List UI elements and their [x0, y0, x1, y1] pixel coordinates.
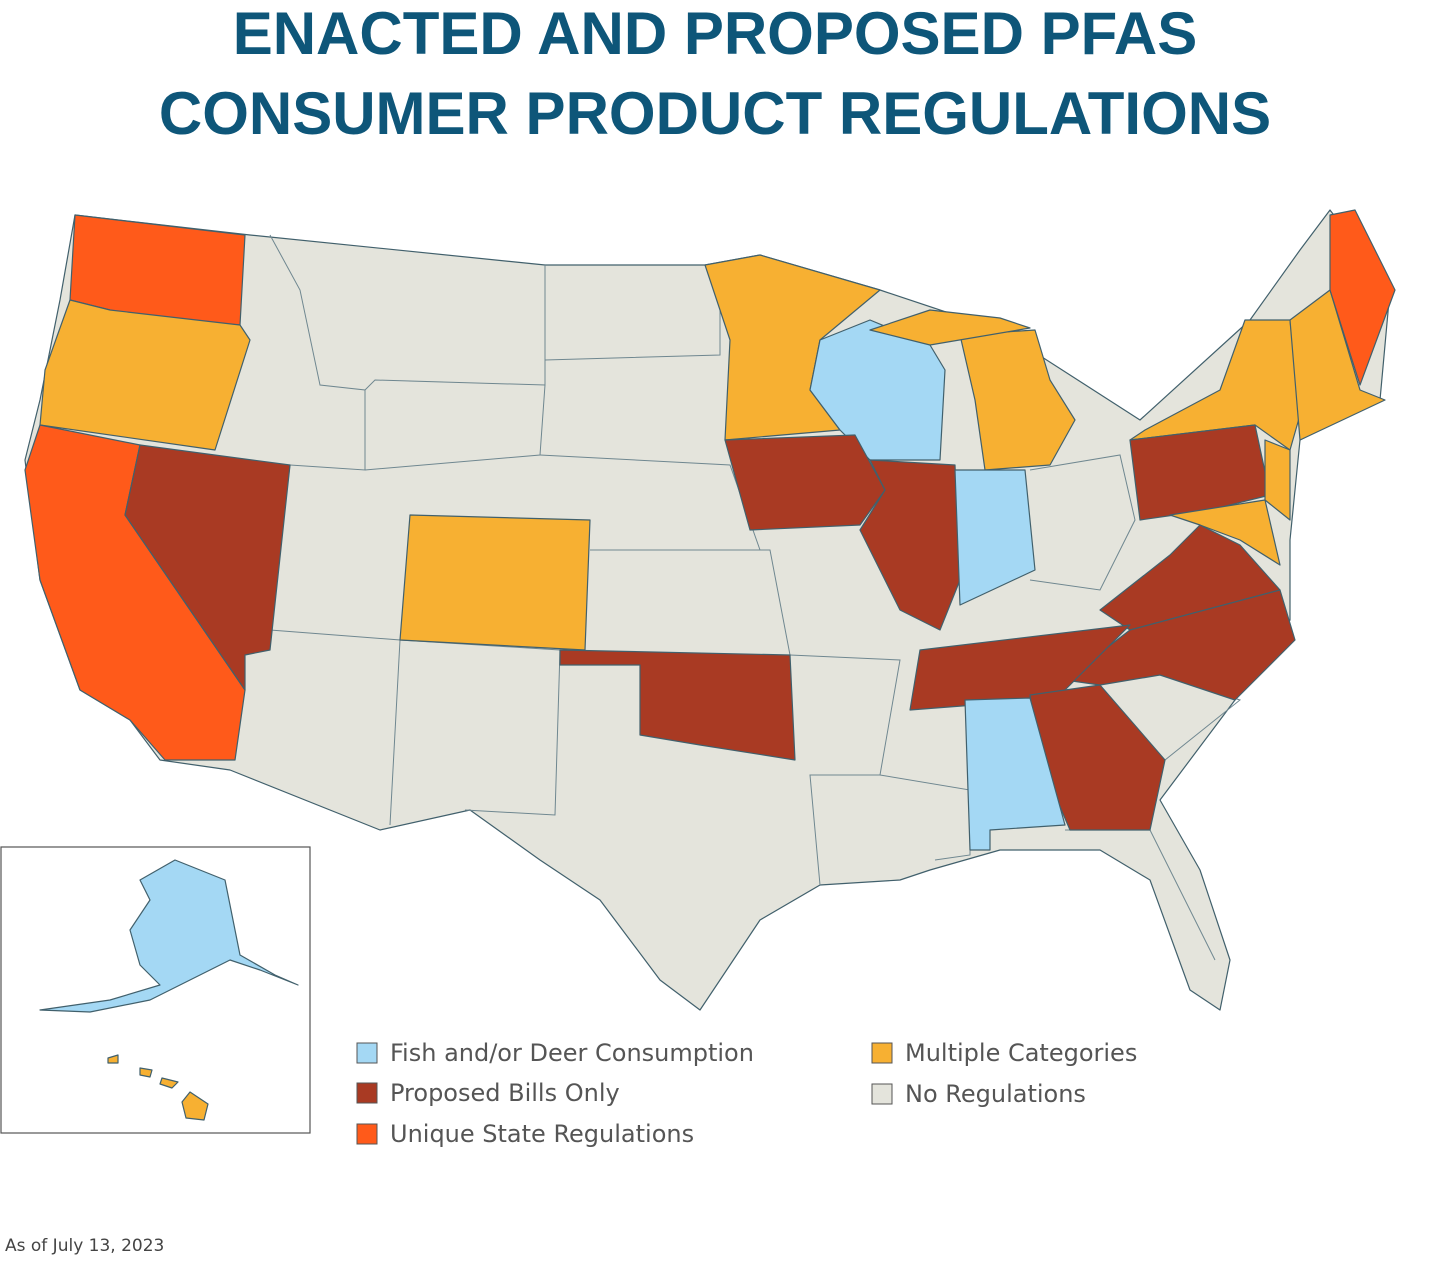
hawaii: [107, 1054, 209, 1121]
state: [964, 697, 1066, 851]
state: [724, 434, 886, 531]
state: [1329, 209, 1396, 386]
state: [559, 649, 796, 761]
legend: Fish and/or Deer Consumption Proposed Bil…: [356, 1039, 1137, 1148]
state: [1169, 499, 1281, 566]
state: [1264, 439, 1291, 521]
state: [39, 859, 299, 1013]
legend-swatch: [871, 1083, 893, 1105]
footnote: As of July 13, 2023: [5, 1236, 164, 1256]
state: [159, 1077, 179, 1089]
title-line: ENACTED AND PROPOSED PFAS: [233, 0, 1198, 67]
state: [954, 469, 1036, 606]
legend-label: Unique State Regulations: [390, 1120, 694, 1148]
state: [107, 1054, 119, 1064]
legend-swatch: [356, 1042, 378, 1064]
state: [1064, 589, 1296, 701]
state: [39, 299, 251, 451]
state: [399, 514, 591, 651]
legend-swatch: [356, 1082, 378, 1104]
state: [869, 309, 1031, 346]
legend-label: Multiple Categories: [905, 1039, 1137, 1067]
state: [959, 329, 1076, 471]
state: [1289, 289, 1386, 441]
legend-label: No Regulations: [905, 1080, 1086, 1108]
state: [181, 1091, 209, 1121]
state: [1129, 424, 1271, 521]
state: [139, 1067, 153, 1078]
legend-swatch: [871, 1042, 893, 1064]
legend-label: Proposed Bills Only: [390, 1079, 620, 1107]
legend-swatch: [356, 1123, 378, 1145]
us-map: [24, 209, 1396, 1011]
legend-label: Fish and/or Deer Consumption: [390, 1039, 754, 1067]
state: [124, 444, 291, 691]
title-line: CONSUMER PRODUCT REGULATIONS: [159, 80, 1271, 147]
